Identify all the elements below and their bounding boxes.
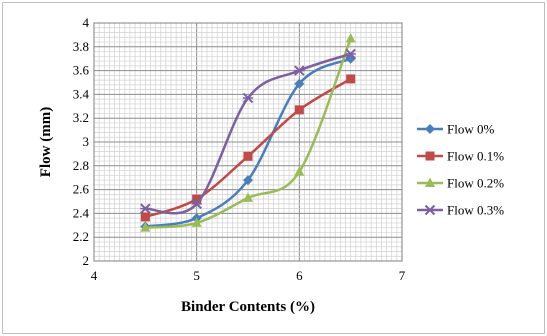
data-point [345, 48, 356, 60]
y-tick-label: 2.2 [73, 229, 89, 244]
series-3 [140, 32, 356, 232]
y-tick-label: 3.4 [73, 86, 90, 101]
legend-marker [425, 124, 435, 134]
data-point [294, 166, 305, 176]
y-axis-title: Flow (mm) [38, 107, 54, 177]
data-point [243, 151, 253, 161]
gridlines [93, 22, 403, 262]
y-tick-label: 2.4 [73, 205, 90, 220]
x-tick-label: 7 [399, 268, 406, 283]
y-tick-label: 4 [83, 15, 90, 30]
data-point [140, 212, 150, 222]
y-tick-label: 2 [83, 253, 90, 268]
data-point [191, 217, 202, 227]
legend-marker [425, 151, 435, 161]
series-4 [140, 48, 356, 215]
series-line [145, 38, 352, 229]
legend: Flow 0% Flow 0.1% Flow 0.2% Flow 0.3% [417, 122, 504, 218]
data-point [140, 203, 151, 214]
data-point [294, 78, 305, 89]
legend-item: Flow 0.2% [417, 176, 504, 191]
x-tick-label: 6 [296, 268, 303, 283]
legend-label: Flow 0.1% [447, 149, 504, 164]
legend-label: Flow 0% [447, 122, 494, 137]
data-point [345, 32, 356, 43]
data-point [294, 105, 304, 115]
y-tick-label: 3.6 [73, 63, 90, 78]
series-layer [140, 32, 356, 232]
legend-item: Flow 0.3% [417, 203, 504, 218]
data-point [243, 192, 253, 202]
x-tick-label: 4 [91, 268, 98, 283]
series-2 [140, 74, 356, 222]
data-point [346, 74, 356, 84]
legend-marker [424, 204, 436, 216]
legend-marker [425, 177, 435, 187]
y-tick-label: 2.6 [73, 182, 90, 197]
y-tick-label: 2.8 [73, 158, 89, 173]
y-tick-label: 3.2 [73, 110, 89, 125]
y-tick-label: 3.8 [73, 39, 89, 54]
x-axis-title: Binder Contents (%) [181, 299, 315, 315]
y-tick-label: 3 [83, 134, 90, 149]
data-point [192, 194, 202, 204]
data-point [243, 175, 253, 186]
x-tick-label: 5 [193, 268, 200, 283]
legend-item: Flow 0% [417, 122, 494, 137]
data-point [294, 65, 305, 76]
legend-label: Flow 0.3% [447, 203, 504, 218]
data-point [242, 92, 254, 104]
axes: 2 2.2 2.4 2.6 2.8 3 3.2 3.4 3.6 3.8 4 4 5 6 7 [73, 15, 406, 283]
legend-item: Flow 0.1% [417, 149, 504, 164]
legend-label: Flow 0.2% [447, 176, 504, 191]
plot-area-border [93, 22, 403, 262]
data-point [140, 222, 151, 232]
data-point [191, 198, 202, 210]
